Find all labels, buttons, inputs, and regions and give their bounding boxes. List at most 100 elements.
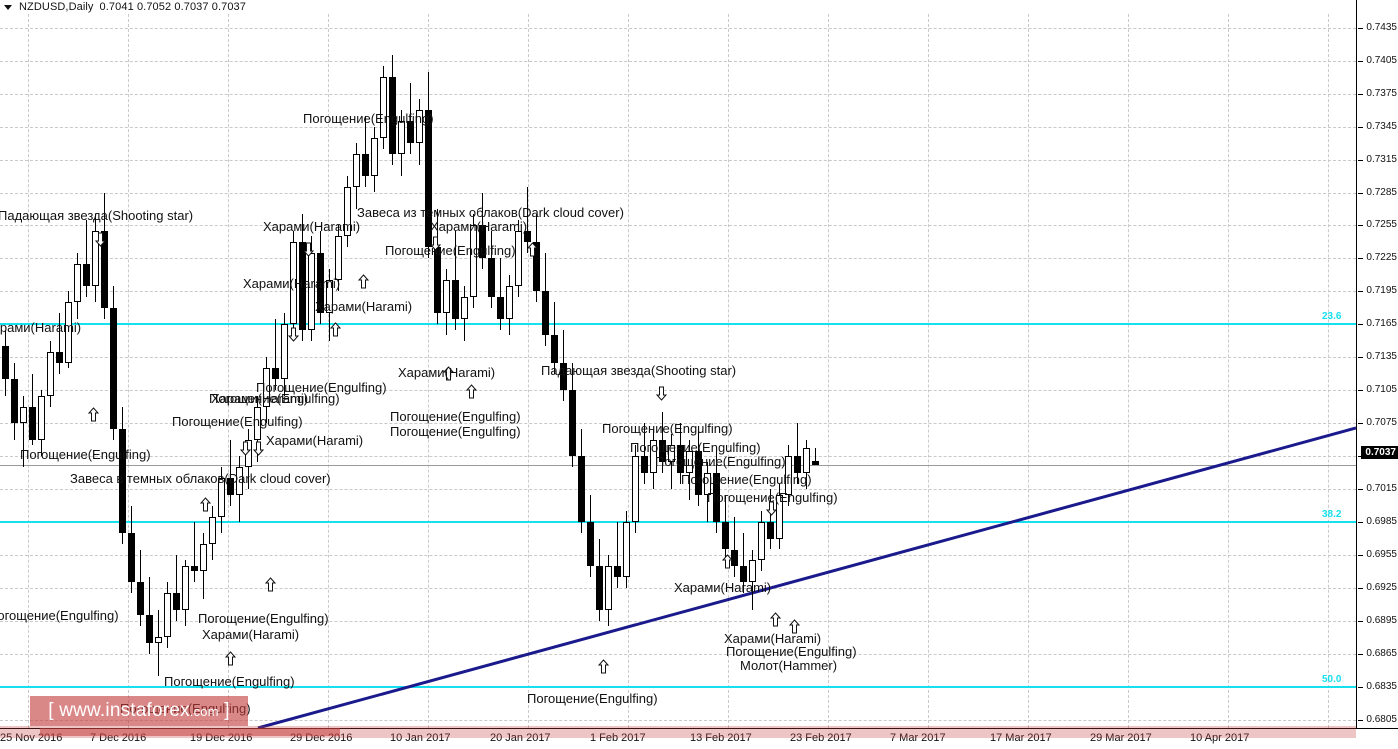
candlestick [551, 14, 558, 728]
candle-body-bullish [506, 285, 513, 319]
pattern-label: Падающая звезда(Shooting star) [541, 363, 737, 378]
candlestick [470, 14, 477, 728]
arrow-up-icon [88, 407, 99, 422]
time-tick-label: 20 Jan 2017 [490, 732, 551, 744]
candlestick [443, 14, 450, 728]
candlestick [353, 14, 360, 728]
candlestick [362, 14, 369, 728]
arrow-up-icon [225, 651, 236, 666]
candlestick [173, 14, 180, 728]
candle-body-bullish [668, 445, 675, 462]
candlestick [380, 14, 387, 728]
price-tick-label: 0.6805 [1366, 713, 1397, 725]
candlestick [389, 14, 396, 728]
candlestick [578, 14, 585, 728]
pattern-label: Погощение(Engulfing) [390, 409, 521, 424]
pattern-label: Погощение(Engulfing) [527, 691, 658, 706]
candle-body-bearish [407, 121, 414, 144]
pattern-label: Погощение(Engulfing) [390, 424, 521, 439]
price-axis[interactable]: 0.7435 0.7405 0.7375 0.7345 0.7315 0.7285 0.72… [1356, 0, 1398, 728]
gridline-vertical [728, 14, 729, 728]
candle-body-bullish [209, 516, 216, 544]
candlestick [731, 14, 738, 728]
candlestick [722, 14, 729, 728]
candle-body-bearish [659, 439, 666, 462]
candle-body-bearish [497, 296, 504, 319]
candlestick [425, 14, 432, 728]
candlestick [533, 14, 540, 728]
candlestick [38, 14, 45, 728]
price-tick-mark [1358, 60, 1363, 62]
candle-body-bullish [290, 241, 297, 325]
candle-body-bearish [389, 77, 396, 155]
candle-body-bullish [470, 225, 477, 297]
candle-body-bearish [299, 241, 306, 330]
candle-body-bullish [371, 137, 378, 176]
candlestick [515, 14, 522, 728]
candle-wick [815, 448, 816, 465]
time-tick-label: 10 Jan 2017 [390, 732, 451, 744]
pattern-label: Харами(Harami) [266, 433, 364, 448]
arrow-up-icon [722, 554, 733, 569]
candle-wick [194, 522, 195, 583]
chart-plot-area[interactable]: 23.6 38.2 50.0 Погощение(Engulfing) Падающа… [0, 14, 1356, 728]
chart-header: NZDUSD,Daily 0.7041 0.7052 0.7037 0.7037 [0, 0, 1356, 14]
price-tick-mark [1358, 719, 1363, 721]
pattern-label: Харами(Harami) [430, 219, 528, 234]
pattern-label: Погощение(Engulfing) [256, 380, 387, 395]
candlestick [137, 14, 144, 728]
arrow-up-icon [789, 619, 800, 634]
candle-body-bearish [11, 379, 18, 424]
arrow-up-icon [200, 497, 211, 512]
pattern-label: Погощение(Engulfing) [385, 243, 516, 258]
pattern-label: Погощение(Engulfing) [164, 674, 295, 689]
candle-body-bearish [812, 460, 819, 465]
candle-body-bullish [182, 565, 189, 610]
candle-wick [671, 434, 672, 490]
pattern-label: Харами(Harami) [398, 365, 496, 380]
candle-body-bullish [749, 560, 756, 583]
candlestick [92, 14, 99, 728]
candlestick [407, 14, 414, 728]
price-tick-label: 0.7345 [1366, 120, 1397, 132]
candlestick [191, 14, 198, 728]
candlestick [749, 14, 756, 728]
candlestick [488, 14, 495, 728]
gridline-horizontal [0, 60, 1356, 62]
gridline-horizontal [0, 126, 1356, 128]
candle-body-bearish [101, 230, 108, 308]
price-tick-label: 0.6865 [1366, 647, 1397, 659]
price-tick-label: 0.7015 [1366, 483, 1397, 495]
pattern-label: Погощение(Engulfing) [172, 414, 303, 429]
price-tick-mark [1358, 653, 1363, 655]
candle-body-bullish [650, 439, 657, 473]
candlestick [272, 14, 279, 728]
candlestick [659, 14, 666, 728]
price-tick-mark [1358, 390, 1363, 392]
candlestick [20, 14, 27, 728]
pattern-label: Харами(Harami) [315, 299, 413, 314]
candle-body-bullish [200, 544, 207, 572]
pattern-label: Погощение(Engulfing) [0, 608, 119, 623]
candle-wick [230, 439, 231, 506]
candle-body-bullish [461, 296, 468, 319]
candlestick [209, 14, 216, 728]
arrow-up-icon [265, 577, 276, 592]
candle-body-bullish [758, 522, 765, 561]
price-tick-mark [1358, 126, 1363, 128]
arrow-up-icon [358, 274, 369, 289]
chevron-down-icon[interactable] [4, 4, 12, 10]
candle-body-bearish [677, 445, 684, 473]
time-tick-label: 13 Feb 2017 [690, 732, 752, 744]
arrow-down-icon [288, 327, 299, 342]
gridline-vertical [928, 14, 929, 728]
candle-body-bearish [119, 428, 126, 533]
candle-wick [500, 258, 501, 330]
candle-body-bearish [227, 478, 234, 495]
candle-body-bullish [254, 406, 261, 440]
pattern-label: Падающая звезда(Shooting star) [0, 208, 194, 223]
instaforex-watermark: [ www.instaforex.com ] [30, 696, 248, 726]
candle-body-bearish [317, 252, 324, 314]
candlestick [461, 14, 468, 728]
price-tick-label: 0.7375 [1366, 87, 1397, 99]
